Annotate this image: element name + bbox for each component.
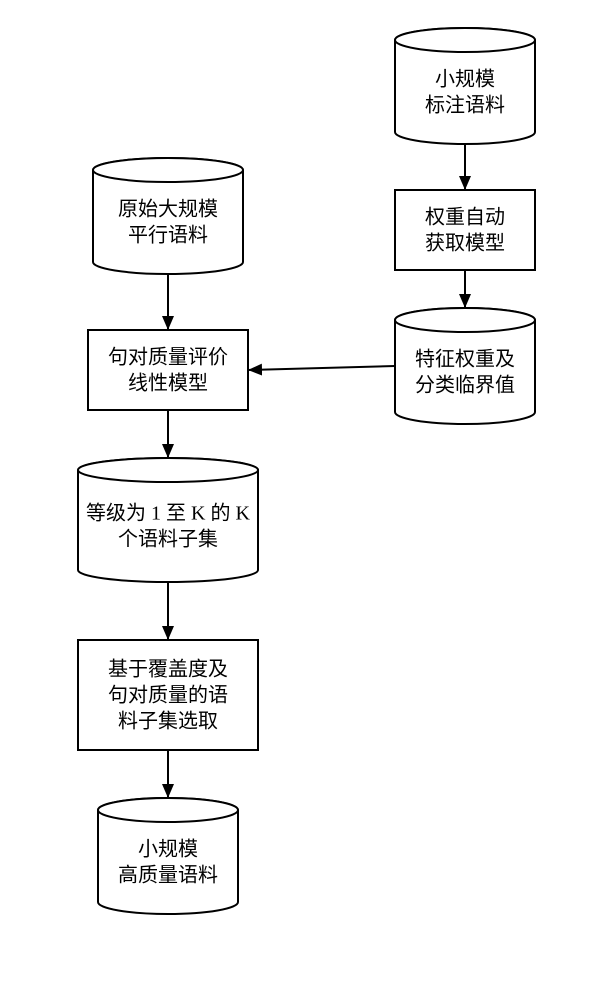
node-label: 线性模型 [128, 372, 208, 395]
node-label: 特征权重及 [415, 348, 515, 371]
flowchart-canvas: 小规模标注语料权重自动获取模型原始大规模平行语料句对质量评价线性模型特征权重及分… [0, 0, 596, 1000]
node-n8: 小规模高质量语料 [98, 798, 238, 914]
node-label: 原始大规模 [118, 198, 218, 221]
node-label: 标注语料 [425, 94, 505, 117]
node-label: 个语料子集 [118, 528, 218, 551]
node-n3: 原始大规模平行语料 [93, 158, 243, 274]
node-label: 平行语料 [128, 224, 208, 247]
node-label: 料子集选取 [118, 710, 218, 733]
node-label: 句对质量的语 [108, 684, 228, 707]
node-label: 等级为 1 至 K 的 K [86, 502, 250, 525]
node-label: 基于覆盖度及 [108, 658, 228, 681]
node-label: 小规模 [138, 838, 198, 861]
node-n6: 等级为 1 至 K 的 K 个语料子集 [78, 458, 258, 582]
node-n1: 小规模标注语料 [395, 28, 535, 144]
node-label: 分类临界值 [415, 374, 515, 397]
node-label: 小规模 [435, 68, 495, 91]
node-label: 句对质量评价 [108, 346, 228, 369]
node-n2: 权重自动获取模型 [395, 190, 535, 270]
node-label: 高质量语料 [118, 864, 218, 887]
edge-n5-n4 [248, 366, 395, 370]
node-n5: 特征权重及分类临界值 [395, 308, 535, 424]
node-label: 获取模型 [425, 232, 505, 255]
node-label: 权重自动 [425, 206, 505, 229]
node-n4: 句对质量评价线性模型 [88, 330, 248, 410]
node-n7: 基于覆盖度及句对质量的语料子集选取 [78, 640, 258, 750]
